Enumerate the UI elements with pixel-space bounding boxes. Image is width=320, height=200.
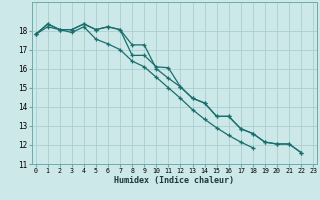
X-axis label: Humidex (Indice chaleur): Humidex (Indice chaleur) — [115, 176, 234, 185]
